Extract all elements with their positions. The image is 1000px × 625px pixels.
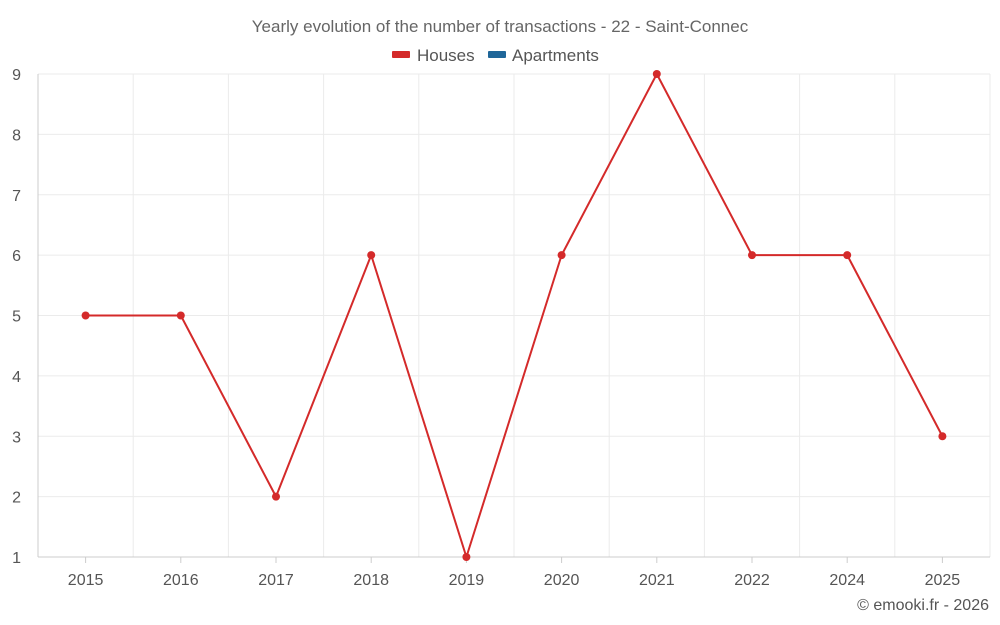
data-point-houses-2016[interactable] [176, 311, 185, 320]
data-point-houses-2025[interactable] [938, 432, 947, 441]
x-tick-label: 2017 [258, 572, 294, 589]
legend-swatch-houses [392, 51, 410, 58]
data-point-houses-2018[interactable] [367, 251, 376, 260]
y-tick-label: 1 [12, 550, 21, 567]
legend-item-houses[interactable]: Houses [392, 46, 475, 65]
credit-text: © emooki.fr - 2026 [857, 597, 989, 614]
x-tick-label: 2018 [353, 572, 389, 589]
data-point-houses-2022[interactable] [748, 251, 756, 260]
x-tick-label: 2016 [163, 572, 199, 589]
axes: 1 2 3 4 5 6 7 8 9 2015 2016 2017 2018 2019 2020 2021 202… [12, 67, 990, 589]
y-tick-label: 3 [12, 429, 21, 446]
data-point-houses-2021[interactable] [652, 70, 661, 78]
x-tick-label: 2025 [925, 572, 961, 589]
y-tick-label: 5 [12, 309, 21, 326]
y-tick-label: 9 [12, 67, 21, 84]
x-tick-label: 2015 [68, 572, 104, 589]
series-houses [81, 70, 947, 561]
x-tick-label: 2019 [449, 572, 485, 589]
legend-label-apartments: Apartments [512, 46, 599, 65]
legend-swatch-apartments [488, 51, 506, 58]
y-tick-label: 6 [12, 248, 21, 265]
y-tick-label: 8 [12, 127, 21, 144]
y-tick-label: 2 [12, 490, 21, 507]
legend: Houses Apartments [392, 46, 599, 65]
x-tick-label: 2021 [639, 572, 675, 589]
series-line-houses [85, 73, 944, 558]
x-tick-label: 2020 [544, 572, 580, 589]
y-tick-label: 7 [12, 188, 21, 205]
x-tick-label: 2024 [829, 572, 865, 589]
chart-title: Yearly evolution of the number of transa… [252, 17, 749, 36]
grid [37, 73, 991, 557]
y-tick-label: 4 [12, 369, 21, 386]
legend-label-houses: Houses [417, 46, 475, 65]
x-tick-label: 2022 [734, 572, 770, 589]
data-point-houses-2024[interactable] [843, 251, 852, 260]
data-point-houses-2015[interactable] [81, 311, 90, 320]
data-point-houses-2019[interactable] [462, 553, 471, 561]
data-point-houses-2017[interactable] [272, 492, 280, 501]
legend-item-apartments[interactable]: Apartments [488, 46, 599, 65]
data-point-houses-2020[interactable] [557, 251, 566, 260]
